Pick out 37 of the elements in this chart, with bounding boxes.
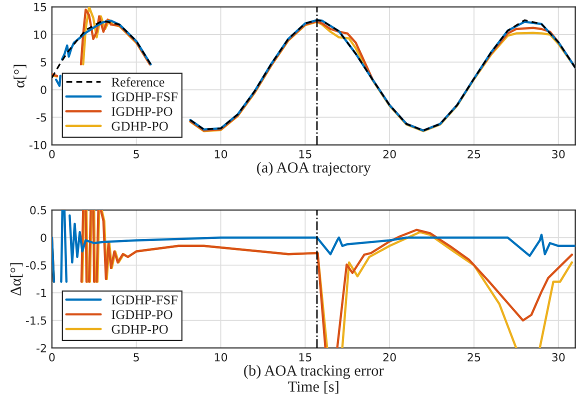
y-tick-label: 10 (34, 30, 46, 39)
x-tick-label: 20 (383, 150, 396, 158)
x-tick-label: 10 (214, 353, 228, 362)
y-axis-title: α[°] (14, 64, 26, 88)
x-tick-label: 0 (49, 353, 55, 362)
x-tick-label: 25 (468, 150, 480, 158)
legend-label: GDHP-PO (112, 324, 168, 334)
x-tick-label: 10 (214, 150, 228, 158)
y-tick-label: -0.5 (26, 261, 46, 270)
legend-label: IGDHP-FSF (112, 296, 178, 304)
x-tick-label: 5 (134, 150, 139, 158)
y-tick-label: -1.5 (26, 316, 46, 325)
y-tick-label: -10 (29, 140, 46, 150)
legend-label: IGDHP-FSF (112, 92, 178, 102)
x-tick-label: 30 (552, 150, 565, 158)
y-tick-label: 0.5 (30, 206, 46, 214)
x-axis-title: (b) AOA tracking error Time [s] (244, 364, 384, 394)
y-tick-label: -2 (36, 344, 46, 352)
y-tick-label: -1 (36, 288, 46, 298)
x-tick-label: 20 (383, 353, 396, 362)
x-tick-label: 15 (299, 150, 312, 158)
x-axis-title: (a) AOA trajectory (257, 162, 371, 176)
y-tick-label: -5 (36, 113, 46, 122)
x-tick-label: 30 (552, 353, 565, 362)
x-tick-label: 0 (49, 150, 55, 158)
legend-label: IGDHP-PO (112, 310, 172, 320)
y-tick-label: 5 (40, 58, 46, 66)
x-tick-label: 15 (299, 353, 312, 362)
y-tick-label: 0 (40, 86, 46, 94)
x-tick-label: 25 (468, 353, 480, 362)
y-tick-label: 15 (34, 3, 46, 12)
legend-label: Reference (112, 77, 164, 87)
legend-label: GDHP-PO (112, 122, 168, 131)
x-tick-label: 5 (134, 353, 139, 362)
legend-label: IGDHP-PO (112, 107, 172, 116)
y-tick-label: 0 (40, 234, 46, 242)
y-axis-title: Δα[°] (10, 263, 23, 296)
